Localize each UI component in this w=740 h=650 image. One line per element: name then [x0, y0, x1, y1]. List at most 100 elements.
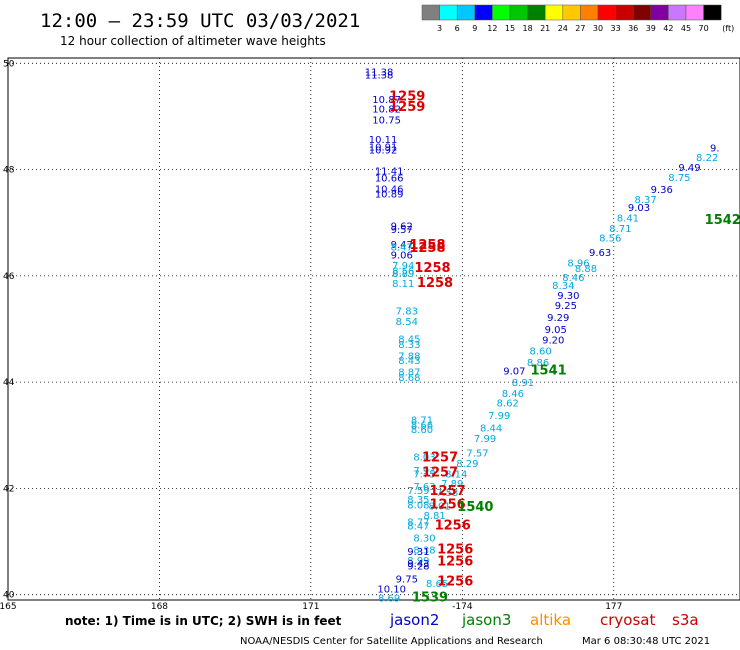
wave-height-point: 9.75: [396, 575, 418, 586]
wave-height-point: 9.30: [557, 291, 579, 302]
wave-height-point: 8.56: [392, 267, 414, 278]
wave-height-point: 8.68: [398, 373, 420, 384]
data-points: 11.3811.3810.8710.8210.7510.1110.9110.92…: [365, 67, 720, 604]
wave-height-point: 8.60: [529, 346, 551, 357]
legend-label: 42: [663, 24, 673, 33]
wave-height-point: 9.43: [407, 559, 429, 570]
wave-height-point: 7.83: [396, 306, 418, 317]
pass-number-label: 1257: [430, 484, 466, 499]
pass-number-label: 1540: [457, 500, 493, 515]
pass-number-label: 1256: [435, 519, 471, 534]
wave-height-point: 10.10: [377, 584, 406, 595]
pass-number-label: 1539: [412, 590, 448, 605]
legend-label: 12: [487, 24, 497, 33]
legend-label: 33: [611, 24, 621, 33]
legend-label: 24: [558, 24, 568, 33]
wave-height-point: 10.87: [372, 95, 401, 106]
wave-height-point: 8.29: [456, 459, 478, 470]
wave-height-point: 8.81: [423, 511, 445, 522]
wave-height-point: 7.99: [474, 434, 496, 445]
legend-label: 9: [472, 24, 477, 33]
wave-height-point: 8.44: [480, 423, 502, 434]
satellite-jason2: jason2: [389, 611, 439, 629]
pass-number-label: 1256: [437, 543, 473, 558]
legend-swatch: [509, 4, 528, 21]
chart-title: 12:00 – 23:59 UTC 03/03/2021: [40, 10, 360, 32]
pass-number-label: 1259: [389, 100, 425, 115]
wave-height-point: 8.45: [398, 335, 420, 346]
wave-height-point: 8.14: [445, 470, 467, 481]
wave-height-point: 11.38: [365, 67, 394, 78]
legend-label: 36: [628, 24, 638, 33]
wave-height-point: 8.89: [392, 269, 414, 280]
wave-height-point: 8.99: [407, 556, 429, 567]
legend-swatch: [562, 4, 581, 21]
legend-label: 39: [646, 24, 656, 33]
wave-height-point: 8.37: [634, 195, 656, 206]
wave-height-point: 8.30: [413, 533, 435, 544]
wave-height-point: 10.82: [372, 104, 401, 115]
pass-number-label: 1542: [705, 213, 740, 228]
wave-height-point: 9.: [710, 143, 720, 154]
wave-height-point: 7.63: [413, 482, 435, 493]
legend-swatch: [650, 4, 669, 21]
pass-number-label: 1256: [430, 497, 466, 512]
legend-swatch: [421, 4, 440, 21]
legend-label: 15: [505, 24, 515, 33]
wave-height-point: 8.41: [617, 213, 639, 224]
wave-height-point: 9.62: [391, 221, 413, 232]
wave-height-point: 10.11: [369, 135, 398, 146]
wave-height-point: 7.53: [436, 488, 458, 499]
legend-label: 21: [540, 24, 550, 33]
pass-number-label: 1258: [409, 241, 445, 256]
wave-height-point: 8.34: [552, 281, 574, 292]
x-tick-label: 165: [0, 602, 17, 612]
legend-label: 30: [593, 24, 603, 33]
pass-number-label: 1256: [437, 574, 473, 589]
x-tick-label: -174: [452, 602, 473, 612]
wave-height-point: 10.89: [375, 190, 404, 201]
legend-label: 27: [575, 24, 585, 33]
wave-height-point: 8.60: [411, 425, 433, 436]
legend-unit: (ft): [722, 24, 734, 33]
wave-height-point: 9.28: [407, 561, 429, 572]
y-tick-label: 42: [3, 484, 14, 494]
wave-height-point: 7.94: [392, 261, 414, 272]
wave-height-point: 8.75: [668, 173, 690, 184]
footer-note: note: 1) Time is in UTC; 2) SWH is in fe…: [65, 614, 342, 628]
y-tick-label: 40: [3, 591, 15, 601]
legend-swatch: [439, 4, 458, 21]
pass-number-label: 1257: [422, 465, 458, 480]
wave-height-point: 9.25: [555, 301, 577, 312]
wave-height-point: 7.99: [488, 411, 510, 422]
legend-label: 6: [455, 24, 460, 33]
legend-swatch: [615, 4, 634, 21]
x-tick-label: 177: [605, 602, 622, 612]
x-tick-label: 171: [302, 602, 319, 612]
wave-height-point: 9.20: [542, 336, 564, 347]
wave-height-point: 8.46: [562, 273, 584, 284]
legend-label: 3: [437, 24, 442, 33]
x-tick-labels: 165 168 171 -174 177: [0, 602, 622, 612]
pass-number-label: 1258: [414, 261, 450, 276]
wave-height-point: 10.66: [375, 174, 404, 185]
wave-height-point: 8.54: [396, 317, 418, 328]
wave-height-point: 8.88: [575, 264, 597, 275]
legend-swatch: [685, 4, 704, 21]
y-tick-label: 46: [3, 272, 15, 282]
wave-height-point: 7.93: [413, 466, 435, 477]
wave-height-point: 8.77: [407, 517, 429, 528]
legend-swatch: [527, 4, 546, 21]
wave-height-point: 9.36: [651, 185, 673, 196]
wave-height-point: 8.35: [407, 495, 429, 506]
y-tick-label: 48: [3, 166, 15, 176]
wave-height-point: 8.65: [426, 579, 448, 590]
wave-height-point: 8.22: [696, 153, 718, 164]
legend-swatch: [597, 4, 616, 21]
y-tick-label: 44: [3, 378, 15, 388]
legend-label: 45: [681, 24, 691, 33]
wave-height-point: 8.66: [411, 421, 433, 432]
wave-height-point: 8.91: [512, 378, 534, 389]
